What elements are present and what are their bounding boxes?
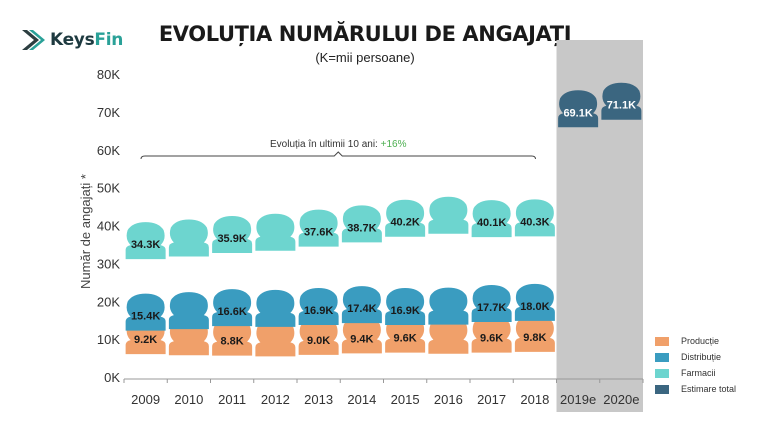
chevron-logo-icon — [22, 30, 45, 50]
distributie-figure — [471, 284, 512, 322]
legend-swatch — [655, 368, 669, 378]
productie-value-label: 9.0K — [307, 335, 330, 347]
distributie-value-label: 16.6K — [217, 306, 246, 318]
chart-subtitle: (K=mii persoane) — [315, 50, 415, 65]
productie-figure — [212, 318, 253, 356]
estimare-total-value-label: 71.1K — [607, 100, 636, 112]
legend-label: Estimare total — [681, 384, 737, 394]
y-tick-label: 60K — [97, 143, 120, 158]
distributie-value-label: 17.4K — [347, 303, 376, 315]
productie-figure — [298, 317, 339, 355]
farmacii-figure — [428, 196, 469, 234]
productie-figure — [341, 316, 382, 354]
productie-value-label: 9.8K — [523, 332, 546, 344]
y-axis-label: Număr de angajați * — [78, 174, 93, 289]
y-tick-label: 0K — [104, 370, 120, 385]
estimare-total-value-label: 69.1K — [563, 107, 592, 119]
estimare-total-figure — [558, 90, 599, 128]
farmacii-figure — [168, 219, 209, 257]
logo-text-fin: Fin — [94, 30, 124, 50]
farmacii-figure — [212, 216, 253, 254]
distributie-figure — [341, 286, 382, 324]
distributie-value-label: 18.0K — [520, 301, 549, 313]
farmacii-figure — [341, 205, 382, 243]
farmacii-value-label: 37.6K — [304, 227, 333, 239]
productie-figure — [514, 314, 555, 352]
legend-label: Producție — [681, 336, 720, 346]
distributie-value-label: 17.7K — [477, 302, 506, 314]
productie-value-label: 9.4K — [350, 333, 373, 345]
x-tick-label: 2011 — [218, 392, 246, 407]
y-tick-label: 10K — [97, 332, 120, 347]
estimare-total-figure — [601, 82, 642, 120]
legend-label: Farmacii — [681, 368, 716, 378]
farmacii-value-label: 40.2K — [390, 217, 419, 229]
farmacii-figure — [385, 199, 426, 237]
x-tick-label: 2019e — [560, 392, 596, 407]
farmacii-value-label: 35.9K — [217, 233, 246, 245]
x-tick-label: 2017 — [477, 392, 506, 407]
y-tick-label: 40K — [97, 219, 120, 234]
x-tick-label: 2013 — [304, 392, 333, 407]
distributie-figure — [168, 292, 209, 330]
x-tick-label: 2012 — [261, 392, 290, 407]
x-tick-label: 2010 — [174, 392, 203, 407]
x-tick-label: 2016 — [434, 392, 463, 407]
legend-item-estimare-total: Estimare total — [655, 381, 736, 397]
farmacii-value-label: 40.3K — [520, 216, 549, 228]
y-tick-label: 50K — [97, 181, 120, 196]
distributie-figure — [514, 283, 555, 321]
farmacii-figure — [255, 213, 296, 251]
x-tick-label: 2018 — [520, 392, 549, 407]
y-tick-label: 80K — [97, 67, 120, 82]
farmacii-value-label: 40.1K — [477, 217, 506, 229]
y-tick-label: 70K — [97, 105, 120, 120]
y-tick-label: 20K — [97, 294, 120, 309]
legend-item-productie: Producție — [655, 333, 736, 349]
farmacii-value-label: 34.3K — [131, 239, 160, 251]
distributie-figure — [298, 287, 339, 325]
distributie-figure — [125, 293, 166, 331]
x-tick-label: 2015 — [391, 392, 420, 407]
productie-value-label: 8.8K — [221, 336, 244, 348]
x-tick-label: 2014 — [347, 392, 376, 407]
logo-text-keys: Keys — [50, 30, 95, 50]
legend-label: Distribuție — [681, 352, 722, 362]
legend-swatch — [655, 384, 669, 394]
farmacii-value-label: 38.7K — [347, 222, 376, 234]
productie-value-label: 9.6K — [394, 333, 417, 345]
legend-swatch — [655, 336, 669, 346]
productie-figure — [471, 315, 512, 353]
distributie-figure — [212, 289, 253, 327]
keysfin-logo: KeysFin — [20, 28, 123, 52]
distributie-value-label: 16.9K — [390, 305, 419, 317]
legend-swatch — [655, 352, 669, 362]
annotation-brace — [140, 151, 536, 160]
distributie-value-label: 16.9K — [304, 305, 333, 317]
legend: Producție Distribuție Farmacii Estimare tot… — [655, 333, 736, 397]
distributie-figure — [255, 289, 296, 327]
annotation-text: Evoluția în ultimii 10 ani: +16% — [270, 139, 407, 150]
farmacii-figure — [125, 222, 166, 260]
farmacii-figure — [298, 209, 339, 247]
annotation-highlight: +16% — [381, 139, 407, 150]
productie-figure — [428, 316, 469, 354]
legend-item-farmacii: Farmacii — [655, 365, 736, 381]
distributie-value-label: 15.4K — [131, 311, 160, 323]
productie-value-label: 9.6K — [480, 333, 503, 345]
productie-figure — [255, 319, 296, 357]
productie-value-label: 9.2K — [134, 334, 157, 346]
chart-title: EVOLUȚIA NUMĂRULUI DE ANGAJAȚI — [158, 22, 572, 46]
distributie-figure — [385, 287, 426, 325]
logo-text: KeysFin — [50, 30, 123, 50]
legend-item-distributie: Distribuție — [655, 349, 736, 365]
farmacii-figure — [514, 199, 555, 237]
y-tick-label: 30K — [97, 256, 120, 271]
distributie-figure — [428, 287, 469, 325]
farmacii-figure — [471, 200, 512, 238]
x-tick-label: 2020e — [603, 392, 639, 407]
x-tick-label: 2009 — [131, 392, 160, 407]
